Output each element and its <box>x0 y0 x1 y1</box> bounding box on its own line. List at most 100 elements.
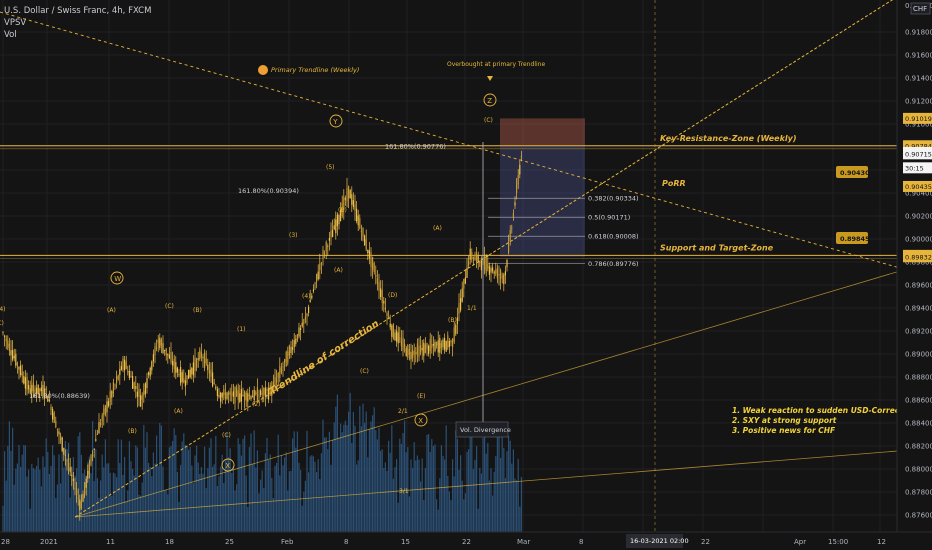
candle-body <box>391 325 393 337</box>
candle-body <box>260 390 262 396</box>
candle-body <box>74 487 76 490</box>
candle-body <box>207 364 209 371</box>
volume-bar <box>258 493 260 532</box>
volume-bar <box>520 476 522 532</box>
volume-bar <box>314 461 316 532</box>
candle-body <box>2 332 4 334</box>
candle-body <box>12 350 14 360</box>
volume-bar <box>428 434 430 532</box>
volume-bar <box>180 464 182 532</box>
volume-bar <box>64 440 66 532</box>
wave-label: 2/1 <box>398 408 408 415</box>
candle-body <box>64 455 66 457</box>
wave-circle <box>414 413 428 427</box>
volume-bar <box>496 428 498 532</box>
candle-body <box>101 415 103 422</box>
candle-body <box>498 274 500 276</box>
candle-body <box>375 274 377 277</box>
volume-bar <box>42 456 44 532</box>
candle-body <box>127 370 129 373</box>
volume-bar <box>456 438 458 532</box>
volume-bar <box>156 435 158 532</box>
candle-body <box>128 371 130 378</box>
volume-bar <box>328 431 330 532</box>
wave-label: W <box>114 275 121 283</box>
volume-bar <box>104 439 106 532</box>
candle-body <box>520 155 522 159</box>
volume-bar <box>157 466 159 532</box>
volume-bar <box>60 483 62 532</box>
volume-bar <box>10 450 12 532</box>
volume-bar <box>18 444 20 532</box>
candle-body <box>389 323 391 328</box>
volume-bar <box>295 447 297 532</box>
candle-body <box>471 252 473 260</box>
volume-bar <box>272 497 274 532</box>
volume-bar <box>223 483 225 532</box>
wave-label: (1) <box>237 326 246 333</box>
candle-body <box>453 327 455 343</box>
volume-bar <box>23 445 25 532</box>
volume-bar <box>183 433 185 532</box>
volume-bar <box>420 481 422 532</box>
divergence-label: Vol. Divergence <box>460 426 511 434</box>
price-badge-label: 30:15 <box>905 164 924 172</box>
volume-bar <box>317 459 319 532</box>
wave-circle <box>483 93 497 107</box>
volume-bar <box>306 430 308 532</box>
candle-body <box>189 369 191 378</box>
volume-bar <box>56 484 58 532</box>
candle-body <box>440 343 442 349</box>
time-tick-label: 8 <box>579 538 583 546</box>
volume-bar <box>95 449 97 532</box>
volume-bar <box>141 482 143 532</box>
volume-bar <box>330 464 332 532</box>
volume-bar <box>231 473 233 532</box>
price-badge <box>903 112 932 124</box>
price-tag-box <box>836 232 868 244</box>
candle-body <box>266 389 268 391</box>
candle-body <box>272 381 274 388</box>
volume-bar <box>93 480 95 532</box>
candle-body <box>517 175 519 184</box>
volume-bar <box>484 434 486 532</box>
volume-bar <box>45 438 47 532</box>
wave-label: 1/1 <box>467 305 477 312</box>
volume-bar <box>234 490 236 532</box>
volume-bar <box>269 454 271 532</box>
volume-bar <box>423 499 425 532</box>
trendline-fan-3 <box>74 449 911 518</box>
volume-bar <box>333 422 335 532</box>
volume-bar <box>188 449 190 532</box>
candle-body <box>29 388 31 393</box>
wave-label: (C) <box>0 320 4 327</box>
volume-bar <box>316 472 318 532</box>
candle-body <box>165 348 167 356</box>
volume-bar <box>72 457 74 532</box>
volume-bar <box>437 509 439 532</box>
volume-bar <box>239 444 241 532</box>
candle-body <box>479 261 481 263</box>
candle-body <box>314 282 316 284</box>
candle-body <box>319 263 321 271</box>
candle-body <box>493 271 495 274</box>
candle-body <box>327 246 329 247</box>
price-tag-label: 0.90430 <box>840 169 870 177</box>
wave-label: X <box>225 462 230 470</box>
candle-body <box>252 396 254 398</box>
candle-body <box>317 271 319 280</box>
candle-body <box>151 361 153 371</box>
candle-body <box>320 262 322 265</box>
candle-body <box>434 342 436 352</box>
volume-bar <box>228 457 230 532</box>
candle-body <box>335 219 337 233</box>
volume-bar <box>300 470 302 532</box>
price-badge-label: 0.89832 <box>905 253 932 261</box>
candle-body <box>13 355 15 359</box>
candle-body <box>413 350 415 356</box>
overbought-arrow <box>487 76 493 81</box>
candle-body <box>261 393 263 395</box>
candle-body <box>170 352 172 363</box>
